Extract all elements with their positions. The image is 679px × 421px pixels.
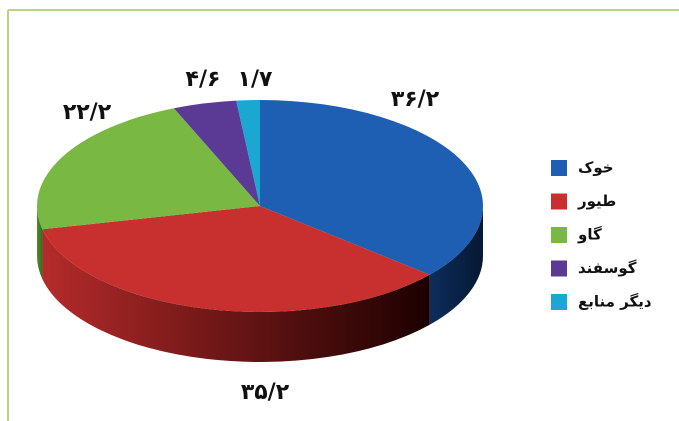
pie-slice <box>236 100 260 206</box>
value-label: ۴/۶ <box>186 67 221 92</box>
pie-side <box>42 229 430 362</box>
value-label: ۳۵/۲ <box>241 380 290 405</box>
value-label: ۲۲/۲ <box>63 100 112 125</box>
legend-label: طیور <box>577 192 616 210</box>
pie-side <box>37 206 43 280</box>
pie-slice <box>42 206 430 312</box>
legend-label: دیگر منابع <box>578 293 652 311</box>
legend-swatch <box>551 294 567 310</box>
value-label: ۱/۷ <box>238 67 273 92</box>
pie-slice <box>173 100 260 206</box>
pie-slice <box>36 108 260 230</box>
pie-sides <box>37 206 483 362</box>
legend-swatch <box>551 160 567 176</box>
legend-swatch <box>551 193 567 210</box>
legend-label: خوک <box>578 159 614 177</box>
legend: خوک طیور گاو گوسفند دیگر منابع <box>551 159 652 311</box>
legend-swatch <box>551 227 567 243</box>
pie-slice <box>260 100 484 275</box>
pie-tops <box>36 100 484 312</box>
legend-label: گاو <box>577 226 602 244</box>
legend-swatch <box>551 260 567 277</box>
legend-label: گوسفند <box>578 259 637 277</box>
value-labels: ۳۶/۲ ۳۵/۲ ۲۲/۲ ۴/۶ ۱/۷ <box>63 67 440 405</box>
pie-side <box>429 206 483 325</box>
value-label: ۳۶/۲ <box>391 87 440 112</box>
